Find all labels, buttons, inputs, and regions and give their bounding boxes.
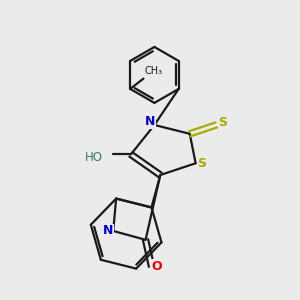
Text: O: O — [152, 260, 162, 273]
Text: N: N — [145, 115, 155, 128]
Text: CH₃: CH₃ — [145, 66, 163, 76]
Text: S: S — [218, 116, 227, 129]
Text: HO: HO — [85, 151, 103, 164]
Text: S: S — [198, 157, 207, 170]
Text: N: N — [103, 224, 113, 238]
